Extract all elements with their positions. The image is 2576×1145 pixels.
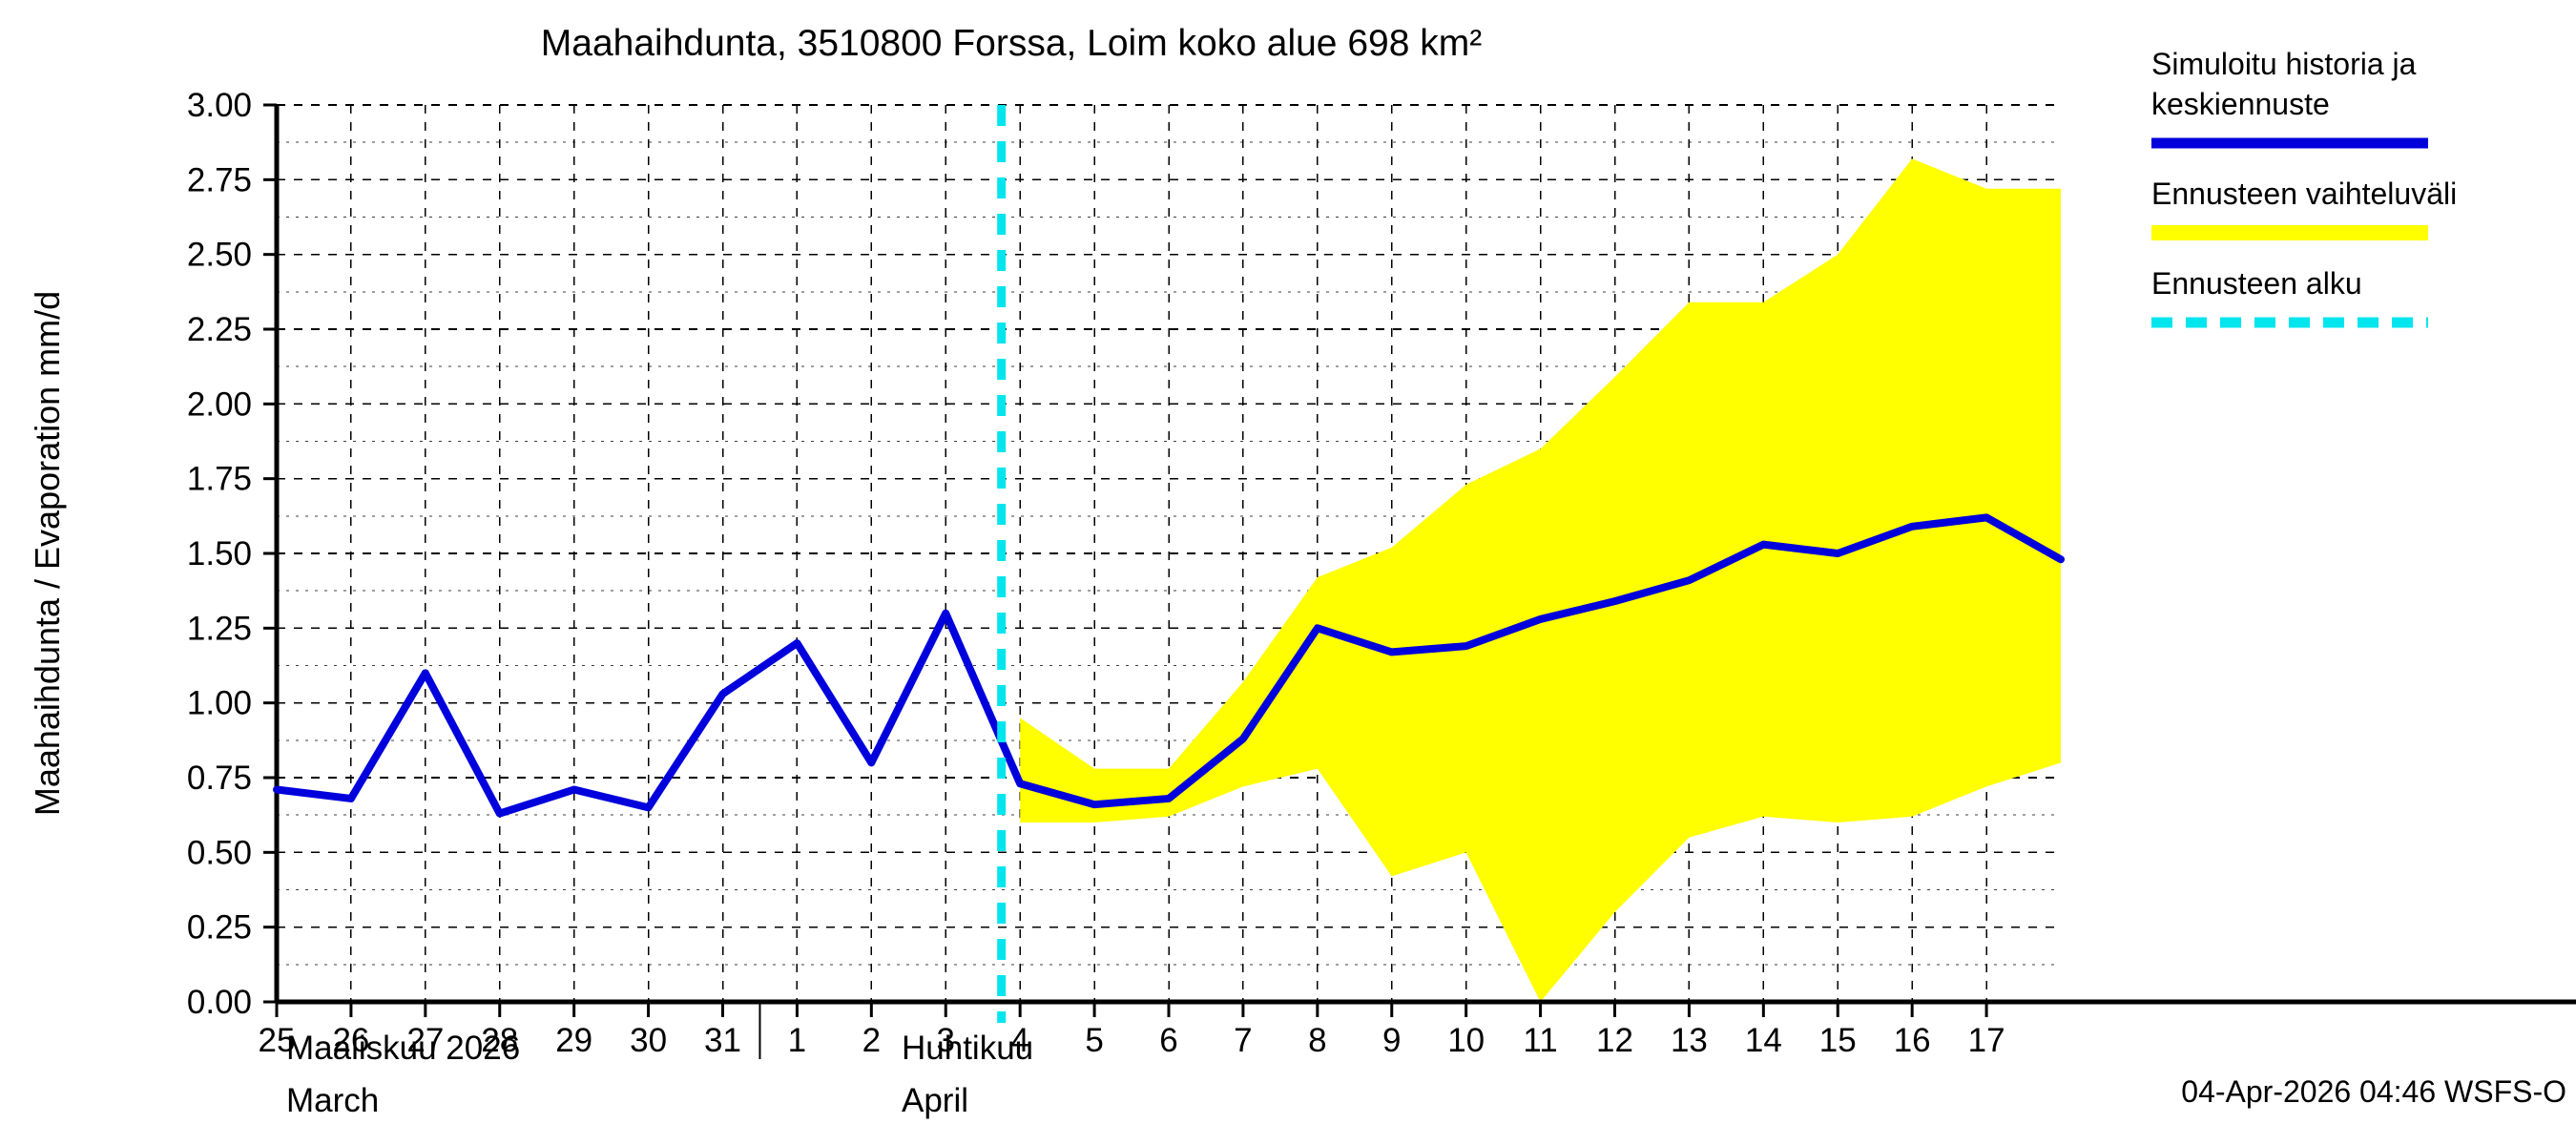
y-tick-label: 0.50 [187, 834, 252, 871]
x-tick-label: 30 [630, 1022, 667, 1059]
mean-forecast-line [273, 513, 2065, 818]
x-axis-ticks: 25 26 27 28 29 30 31 1 2 3 4 5 6 7 8 9 10 11 12 13 14 15 16 17 [259, 1002, 2005, 1059]
x-tick-label: 17 [1968, 1022, 2005, 1059]
x-tick-label: 8 [1308, 1022, 1326, 1059]
forecast-range-band [1020, 158, 2061, 1002]
x-tick-label: 11 [1523, 1022, 1557, 1059]
y-axis-ticks: 0.00 0.25 0.50 0.75 1.00 1.25 1.50 1.75 2.00 2.25… [187, 87, 277, 1021]
y-tick-label: 0.75 [187, 760, 252, 797]
x-tick-label: 31 [704, 1022, 741, 1059]
chart-legend: Simuloitu historia ja keskiennuste Ennuste… [2151, 47, 2457, 328]
x-tick-label: 4 [1010, 1022, 1028, 1059]
page-title: Maahaihdunta, 3510800 Forssa, Loim koko … [541, 23, 1482, 64]
y-tick-label: 2.00 [187, 385, 252, 423]
y-tick-label: 2.75 [187, 161, 252, 198]
y-tick-label: 3.00 [187, 87, 252, 124]
y-tick-label: 0.25 [187, 909, 252, 947]
y-tick-label: 0.00 [187, 984, 252, 1021]
month-label-march-en: March [286, 1082, 379, 1119]
x-tick-label: 6 [1159, 1022, 1177, 1059]
x-tick-label: 14 [1745, 1022, 1782, 1059]
x-tick-label: 26 [332, 1022, 369, 1059]
x-tick-label: 7 [1234, 1022, 1252, 1059]
x-tick-label: 1 [788, 1022, 806, 1059]
y-axis-label: Maahaihdunta / Evaporation mm/d [28, 291, 67, 816]
x-tick-label: 12 [1596, 1022, 1633, 1059]
y-tick-label: 2.50 [187, 237, 252, 274]
legend-swatch-band [2151, 225, 2428, 240]
legend-item-label: Ennusteen vaihteluväli [2151, 177, 2457, 211]
x-tick-label: 9 [1382, 1022, 1401, 1059]
x-tick-label: 3 [937, 1022, 955, 1059]
legend-item-label: keskiennuste [2151, 87, 2330, 121]
x-tick-label: 13 [1671, 1022, 1708, 1059]
month-label-april-en: April [902, 1082, 968, 1119]
legend-item-label: Simuloitu historia ja [2151, 47, 2417, 81]
x-tick-label: 2 [862, 1022, 881, 1059]
month-label-march-fi: Maaliskuu 2026 [286, 1030, 520, 1067]
month-label-april-fi: Huhtikuu [902, 1030, 1033, 1067]
x-tick-label: 15 [1819, 1022, 1857, 1059]
x-tick-label: 10 [1447, 1022, 1485, 1059]
y-tick-label: 1.75 [187, 461, 252, 498]
y-tick-label: 1.50 [187, 535, 252, 572]
x-tick-label: 28 [481, 1022, 518, 1059]
legend-item-label: Ennusteen alku [2151, 266, 2362, 301]
x-tick-label: 16 [1894, 1022, 1931, 1059]
x-tick-label: 25 [259, 1022, 296, 1059]
y-tick-label: 1.00 [187, 685, 252, 722]
x-tick-label: 5 [1085, 1022, 1103, 1059]
x-tick-label: 29 [555, 1022, 592, 1059]
footer-timestamp: 04-Apr-2026 04:46 WSFS-O [2181, 1074, 2566, 1109]
y-tick-label: 1.25 [187, 610, 252, 647]
y-tick-label: 2.25 [187, 311, 252, 348]
x-tick-label: 27 [406, 1022, 444, 1059]
